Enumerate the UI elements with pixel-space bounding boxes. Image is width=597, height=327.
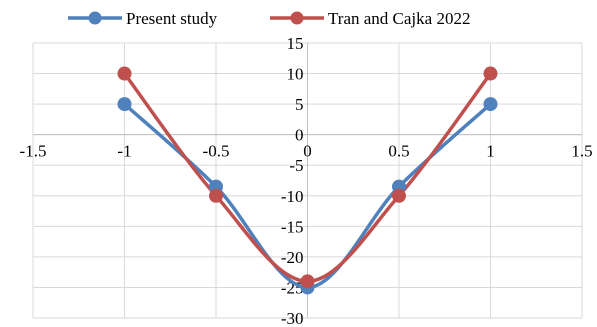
- legend-marker-0: [88, 11, 102, 25]
- series-0-point-4: [483, 97, 498, 112]
- x-tick-label-2: -0.5: [203, 142, 230, 161]
- y-tick-label-0: 15: [287, 34, 304, 53]
- axes: [33, 43, 582, 318]
- legend-label-1: Tran and Cajka 2022: [328, 9, 470, 28]
- x-tick-label-5: 1: [486, 142, 495, 161]
- tick-labels: -1.5 -1 -0.5 0 0.5 1 1.5151050-5-10-15-20-25-3…: [20, 34, 593, 327]
- legend-marker-1: [290, 11, 304, 25]
- series-1-point-1: [209, 188, 223, 203]
- y-tick-label-2: 5: [295, 95, 304, 114]
- x-tick-label-4: 0.5: [388, 142, 409, 161]
- series-1-point-0: [117, 66, 132, 81]
- y-tick-label-4: -5: [289, 156, 303, 175]
- series-group: [117, 66, 498, 295]
- legend: Present study Tran and Cajka 2022: [68, 9, 470, 28]
- legend-label-0: Present study: [126, 9, 218, 28]
- y-tick-label-7: -20: [281, 248, 304, 267]
- x-tick-label-6: 1.5: [571, 142, 592, 161]
- x-tick-label-1: -1: [117, 142, 131, 161]
- x-tick-label-0: -1.5: [20, 142, 47, 161]
- legend-entry-0: Present study: [68, 9, 218, 28]
- x-tick-label-3: 0: [303, 142, 312, 161]
- y-tick-label-5: -10: [281, 187, 304, 206]
- y-tick-label-9: -30: [281, 309, 304, 327]
- y-tick-label-8: -25: [281, 278, 304, 297]
- y-tick-label-3: 0: [295, 126, 304, 145]
- series-1-point-2: [300, 274, 315, 289]
- y-tick-label-6: -15: [281, 217, 304, 236]
- series-1-point-3: [392, 188, 406, 203]
- series-1-point-4: [483, 66, 498, 81]
- y-tick-label-1: 10: [287, 65, 304, 84]
- series-0-point-0: [117, 97, 132, 112]
- legend-entry-1: Tran and Cajka 2022: [270, 9, 470, 28]
